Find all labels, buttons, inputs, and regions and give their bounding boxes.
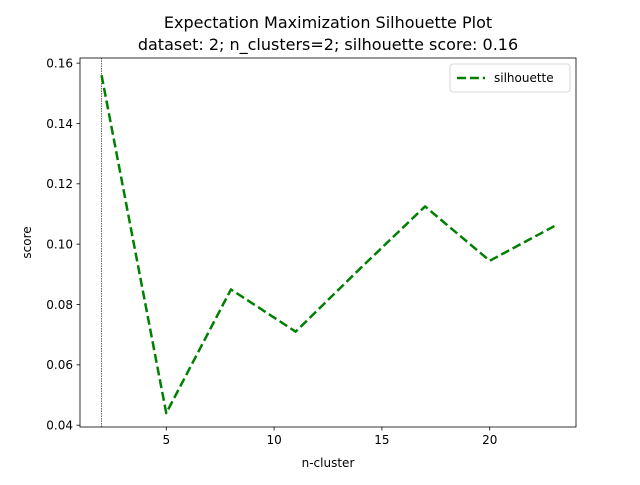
legend: silhouette	[450, 64, 570, 92]
x-tick-label: 20	[482, 433, 497, 447]
x-axis-label: n-cluster	[302, 456, 355, 470]
y-tick-label: 0.12	[46, 177, 73, 191]
chart-subtitle: dataset: 2; n_clusters=2; silhouette sco…	[138, 35, 518, 55]
y-tick-label: 0.14	[46, 117, 73, 131]
y-axis-label: score	[20, 226, 34, 258]
legend-label-silhouette: silhouette	[494, 71, 554, 85]
x-tick-label: 5	[162, 433, 170, 447]
chart-title: Expectation Maximization Silhouette Plot	[164, 13, 492, 32]
y-tick-label: 0.16	[46, 56, 73, 70]
y-tick-label: 0.08	[46, 298, 73, 312]
y-tick-label: 0.04	[46, 418, 73, 432]
plot-area	[80, 58, 576, 427]
y-tick-label: 0.10	[46, 237, 73, 251]
x-tick-label: 10	[266, 433, 281, 447]
x-tick-label: 15	[374, 433, 389, 447]
y-tick-label: 0.06	[46, 358, 73, 372]
